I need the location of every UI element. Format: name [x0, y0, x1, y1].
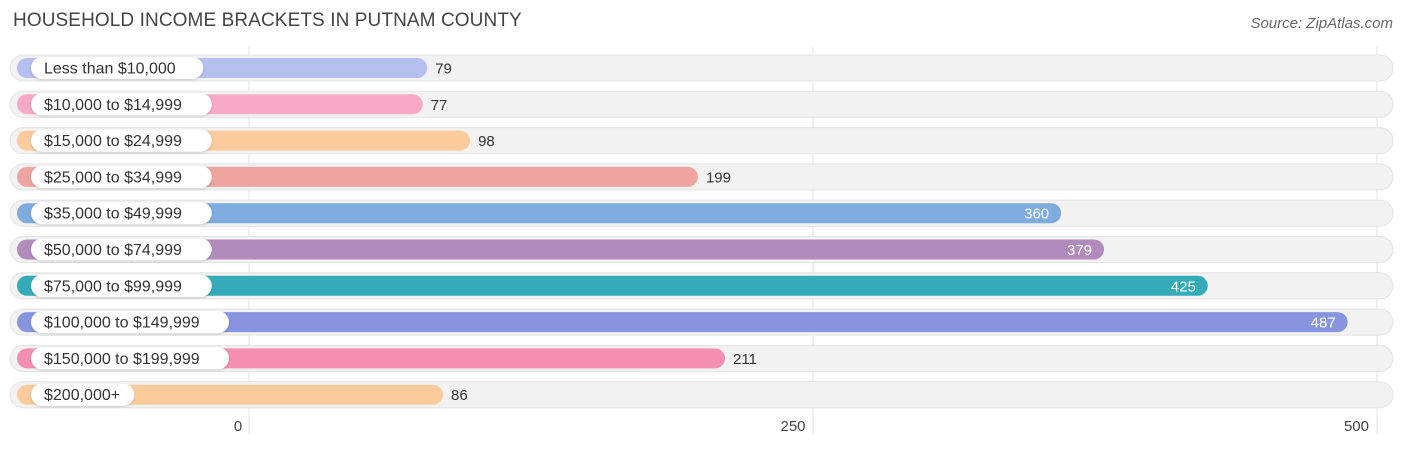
category-label: $150,000 to $199,999	[44, 351, 200, 368]
category-pill	[31, 93, 212, 116]
bar-row: $150,000 to $199,999 211	[9, 344, 1394, 372]
bar-row: $100,000 to $149,999 487	[9, 308, 1394, 336]
category-pill	[31, 347, 229, 370]
bar-row: $75,000 to $99,999 425	[9, 272, 1394, 300]
category-label: $10,000 to $14,999	[44, 97, 182, 114]
bar	[17, 239, 1105, 260]
category-label: $50,000 to $74,999	[44, 242, 182, 259]
bar-rows: Less than $10,000 79$10,000 to $14,999 77$…	[9, 54, 1394, 409]
bar-row: Less than $10,000 79	[9, 54, 1394, 82]
bar-row: $200,000+ 86	[9, 381, 1394, 409]
bar	[17, 203, 1062, 224]
category-label: $15,000 to $24,999	[44, 133, 182, 150]
bar	[17, 312, 1348, 333]
category-label: Less than $10,000	[44, 61, 176, 78]
value-label: 360	[1024, 206, 1049, 223]
value-label: 79	[435, 61, 452, 78]
x-tick-label: 0	[234, 418, 242, 435]
value-label: 86	[451, 387, 468, 404]
category-label: $200,000+	[44, 387, 120, 404]
bar-row: $25,000 to $34,999 199	[9, 163, 1394, 191]
x-tick-label: 500	[1344, 418, 1369, 435]
category-pill	[31, 202, 212, 225]
category-label: $35,000 to $49,999	[44, 206, 182, 223]
category-pill	[31, 274, 212, 297]
value-label: 379	[1067, 242, 1092, 259]
category-pill	[31, 383, 135, 406]
value-label: 199	[706, 169, 731, 186]
chart-source: Source: ZipAtlas.com	[1250, 15, 1393, 32]
value-label: 77	[431, 97, 448, 114]
x-tick-label: 250	[780, 418, 805, 435]
category-pill	[31, 238, 212, 261]
value-label: 211	[733, 351, 757, 368]
category-pill	[31, 57, 204, 79]
bar-row: $50,000 to $74,999 379	[9, 236, 1394, 263]
bar-row: $35,000 to $49,999 360	[9, 199, 1394, 227]
bar	[17, 275, 1208, 296]
bar-row: $10,000 to $14,999 77	[9, 90, 1394, 118]
category-label: $100,000 to $149,999	[44, 315, 200, 332]
chart-title: HOUSEHOLD INCOME BRACKETS IN PUTNAM COUN…	[13, 10, 522, 31]
category-pill	[31, 311, 229, 334]
bar-row: $15,000 to $24,999 98	[9, 127, 1394, 155]
category-pill	[31, 129, 212, 152]
category-pill	[31, 165, 212, 188]
x-axis-ticks: 0 250 500	[234, 418, 1369, 435]
category-label: $25,000 to $34,999	[44, 169, 182, 186]
category-label: $75,000 to $99,999	[44, 278, 182, 295]
value-label: 425	[1171, 278, 1196, 295]
value-label: 98	[478, 133, 495, 150]
value-label: 487	[1311, 315, 1336, 332]
